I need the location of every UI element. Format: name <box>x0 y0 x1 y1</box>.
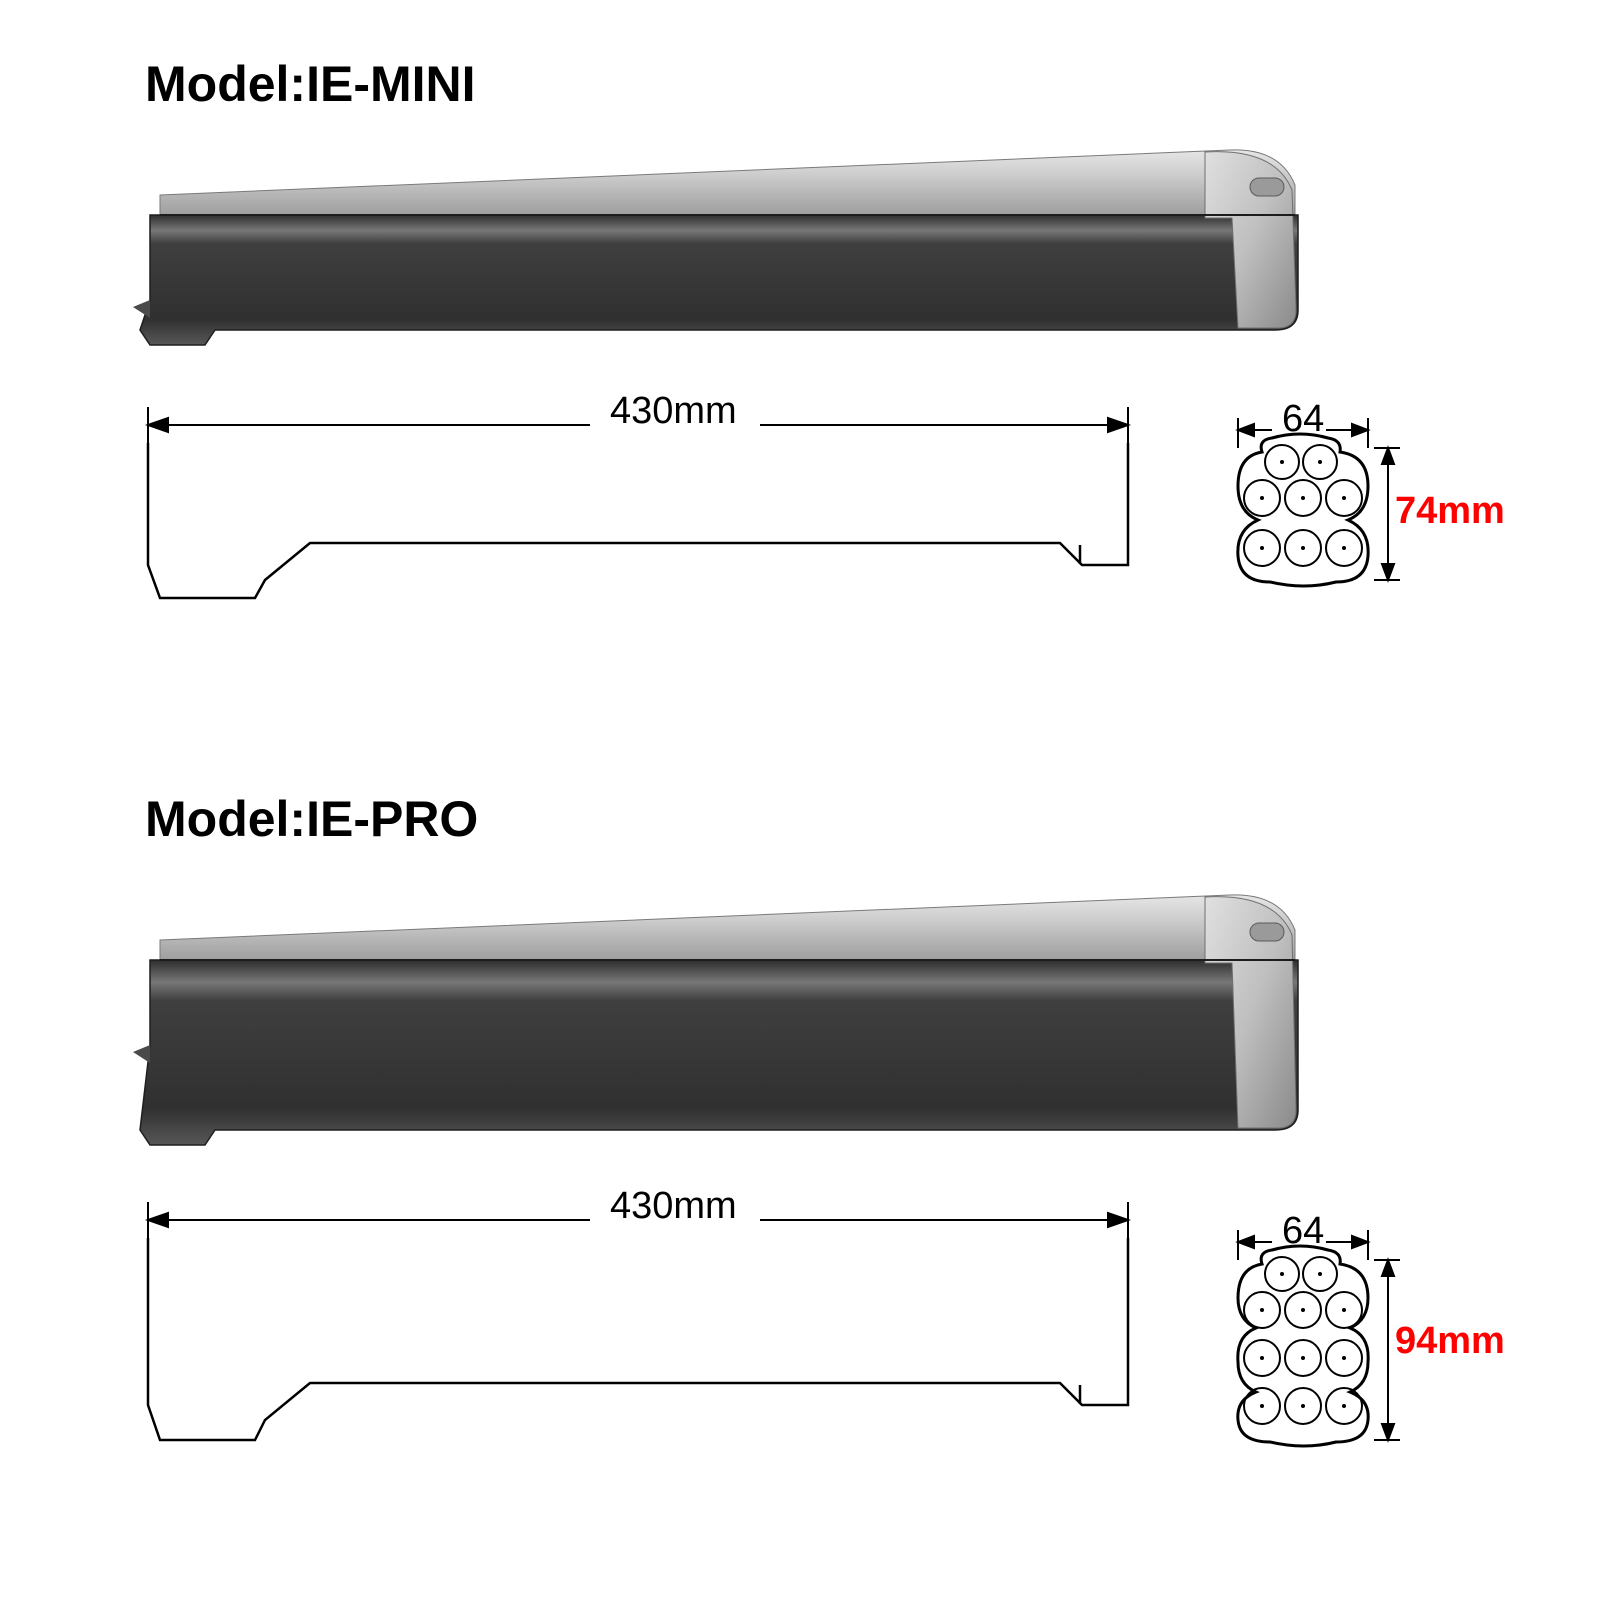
pro-length-dim <box>148 1202 1128 1238</box>
mini-profile <box>148 443 1128 598</box>
pro-cross-section <box>1238 1230 1400 1446</box>
drawing-layer <box>0 0 1600 1600</box>
mini-length-dim <box>148 407 1128 443</box>
spec-sheet: Model:IE-MINI Model:IE-PRO 430mm 64 74mm… <box>0 0 1600 1600</box>
pro-profile <box>148 1238 1128 1440</box>
mini-cross-section <box>1238 418 1400 586</box>
pro-render <box>133 895 1298 1145</box>
mini-render <box>133 150 1298 345</box>
